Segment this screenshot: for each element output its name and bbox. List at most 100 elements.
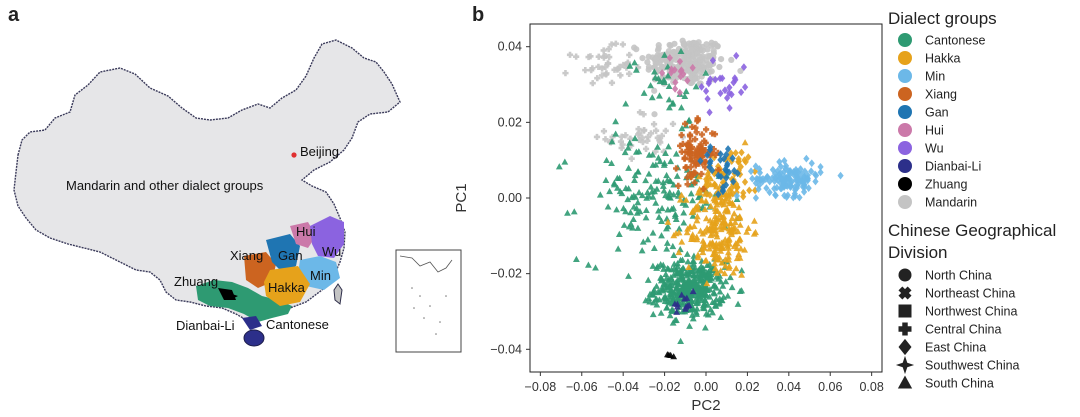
data-point bbox=[639, 238, 647, 245]
data-point bbox=[598, 72, 606, 79]
data-point bbox=[694, 254, 702, 261]
data-point bbox=[792, 169, 799, 178]
data-point bbox=[612, 40, 619, 47]
data-point bbox=[700, 268, 707, 275]
legend-swatch bbox=[898, 33, 912, 47]
data-point bbox=[759, 174, 767, 183]
data-point bbox=[722, 278, 730, 285]
data-point bbox=[715, 166, 722, 174]
data-point bbox=[716, 299, 724, 306]
data-point bbox=[698, 82, 705, 91]
legend-swatch bbox=[898, 177, 912, 191]
data-point bbox=[720, 154, 728, 163]
region-wu bbox=[310, 216, 344, 258]
data-point bbox=[662, 149, 669, 157]
data-point bbox=[647, 82, 655, 89]
data-point bbox=[735, 204, 743, 211]
data-point bbox=[663, 239, 671, 246]
y-axis-ticks: 0.04 0.02 0.00 −0.02 −0.04 bbox=[490, 40, 530, 356]
data-point bbox=[585, 261, 592, 268]
south-china-sea-inset bbox=[395, 249, 462, 353]
data-point bbox=[647, 130, 655, 137]
data-point bbox=[689, 315, 697, 322]
data-point bbox=[741, 139, 749, 146]
data-point bbox=[722, 181, 730, 189]
data-point bbox=[781, 191, 788, 200]
data-point bbox=[651, 111, 658, 118]
data-point bbox=[685, 67, 692, 74]
data-point bbox=[718, 56, 725, 63]
data-point bbox=[656, 157, 664, 165]
data-point bbox=[631, 176, 638, 183]
data-point bbox=[677, 142, 684, 149]
data-point bbox=[644, 188, 651, 196]
data-point bbox=[678, 238, 686, 245]
data-point bbox=[733, 254, 741, 262]
data-point bbox=[665, 143, 672, 150]
data-point bbox=[673, 303, 681, 310]
data-point bbox=[687, 181, 695, 188]
data-point bbox=[696, 293, 704, 300]
data-point bbox=[661, 297, 669, 304]
data-point bbox=[695, 173, 703, 180]
data-point bbox=[635, 189, 643, 196]
region-gan bbox=[266, 234, 300, 272]
data-point bbox=[689, 304, 697, 311]
data-point bbox=[716, 243, 724, 250]
legend-shape-diamond-icon bbox=[898, 338, 912, 356]
data-point bbox=[656, 137, 663, 144]
data-point bbox=[726, 198, 733, 205]
data-point bbox=[656, 92, 663, 99]
data-point bbox=[689, 212, 697, 219]
y-tick-label: 0.04 bbox=[498, 40, 522, 54]
data-point bbox=[684, 76, 691, 85]
x-tick-label: 0.00 bbox=[694, 380, 718, 394]
data-point bbox=[698, 131, 706, 138]
data-point bbox=[659, 63, 666, 70]
data-point bbox=[593, 133, 601, 141]
data-point bbox=[678, 104, 685, 111]
panel-label-a: a bbox=[8, 4, 20, 26]
data-point bbox=[630, 215, 637, 223]
data-point bbox=[633, 209, 641, 216]
data-point bbox=[724, 292, 732, 299]
data-point bbox=[623, 64, 630, 71]
data-point bbox=[666, 177, 674, 184]
data-point bbox=[675, 248, 683, 256]
data-point bbox=[776, 157, 783, 166]
data-point bbox=[778, 184, 785, 193]
data-point bbox=[710, 146, 717, 153]
data-point bbox=[705, 270, 713, 277]
data-point bbox=[728, 283, 736, 291]
shape-legend-title-line: Division bbox=[888, 243, 948, 262]
data-point bbox=[701, 289, 709, 297]
data-point bbox=[628, 142, 635, 149]
data-point bbox=[700, 239, 708, 247]
data-point bbox=[608, 159, 615, 167]
data-point bbox=[667, 157, 675, 165]
data-point bbox=[689, 257, 697, 265]
data-point bbox=[695, 270, 703, 277]
data-point bbox=[693, 217, 701, 224]
data-point bbox=[666, 104, 673, 111]
data-point bbox=[704, 46, 711, 53]
data-point bbox=[670, 191, 677, 198]
data-point bbox=[660, 148, 667, 155]
data-point bbox=[632, 66, 640, 73]
data-point bbox=[682, 201, 690, 208]
legend-label: Northwest China bbox=[925, 305, 1017, 319]
data-point bbox=[642, 145, 650, 152]
data-point bbox=[624, 60, 631, 67]
data-point bbox=[602, 136, 609, 143]
data-point bbox=[618, 144, 625, 151]
data-point bbox=[763, 184, 770, 193]
x-tick-label: 0.02 bbox=[735, 380, 759, 394]
data-point bbox=[608, 79, 616, 86]
y-tick-label: −0.02 bbox=[490, 267, 522, 281]
data-point bbox=[688, 157, 695, 165]
data-point bbox=[692, 124, 699, 131]
data-point bbox=[653, 264, 661, 271]
data-point bbox=[615, 230, 623, 237]
data-point bbox=[703, 41, 710, 48]
data-point bbox=[737, 245, 745, 252]
